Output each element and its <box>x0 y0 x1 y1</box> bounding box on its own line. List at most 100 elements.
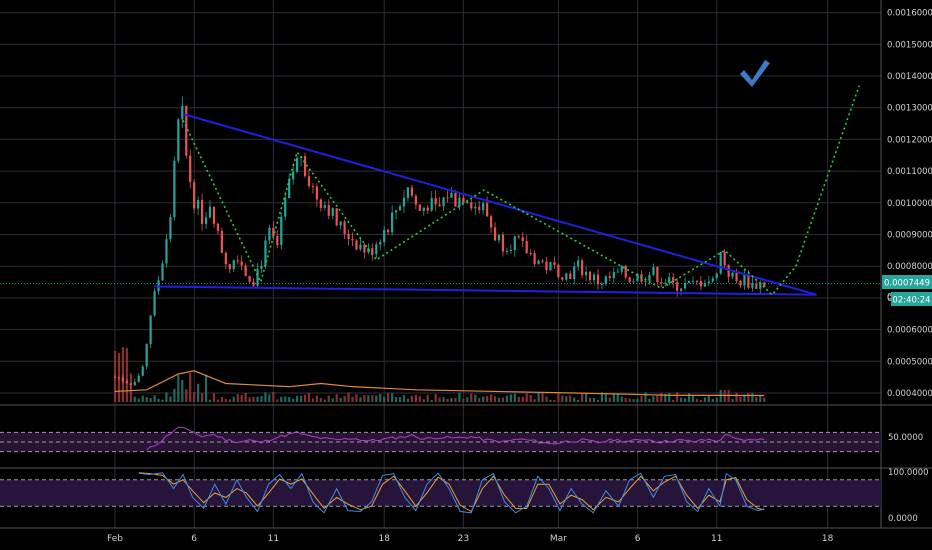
candle-body-5 <box>133 381 136 386</box>
volume-bar-149 <box>703 397 706 402</box>
candle-body-152 <box>715 273 718 279</box>
volume-bar-28 <box>224 398 227 402</box>
volume-bar-6 <box>137 398 140 402</box>
candle-body-18 <box>185 105 188 156</box>
x-tick-label-5: Mar <box>550 534 567 544</box>
volume-bar-56 <box>335 394 338 402</box>
candle-body-115 <box>569 273 572 280</box>
volume-bar-84 <box>446 398 449 402</box>
candle-body-116 <box>573 266 576 280</box>
candle-body-60 <box>351 239 354 241</box>
volume-bar-55 <box>331 398 334 402</box>
candle-body-144 <box>683 282 687 289</box>
candle-body-146 <box>691 280 695 282</box>
candle-body-155 <box>727 265 730 277</box>
candle-body-65 <box>371 248 374 255</box>
volume-bar-38 <box>264 392 267 402</box>
volume-bar-115 <box>569 395 572 402</box>
candle-body-34 <box>248 275 251 282</box>
volume-bar-36 <box>256 396 259 402</box>
volume-bar-108 <box>541 392 544 402</box>
y-tick-label-4: 0.0008000 <box>887 262 932 272</box>
candle-body-82 <box>438 204 441 207</box>
candle-body-113 <box>561 277 564 280</box>
checkmark-icon <box>740 60 770 87</box>
countdown-label: 02:40:24 <box>892 296 930 306</box>
candle-body-86 <box>454 192 457 207</box>
candle-body-4 <box>129 383 132 386</box>
y-tick-label-2: 0.0006000 <box>887 326 932 336</box>
volume-bar-25 <box>212 393 216 402</box>
candle-body-107 <box>537 260 540 265</box>
volume-bar-48 <box>303 394 307 402</box>
candle-body-52 <box>319 199 322 208</box>
candle-body-13 <box>165 239 168 264</box>
volume-bar-57 <box>339 397 342 402</box>
candle-body-39 <box>268 227 271 241</box>
candle-body-16 <box>177 119 180 161</box>
volume-bar-5 <box>133 396 136 402</box>
stoch-axis-bottom-label: 0.0000 <box>888 514 918 524</box>
volume-bar-116 <box>573 397 576 402</box>
volume-bar-151 <box>711 399 714 402</box>
candle-body-6 <box>137 375 140 382</box>
volume-bar-102 <box>517 396 520 402</box>
candle-body-150 <box>707 281 710 284</box>
resistance-trendline <box>182 113 817 296</box>
candle-body-128 <box>620 265 623 272</box>
candle-body-10 <box>153 291 156 316</box>
stochastic-pane <box>0 472 881 514</box>
candle-body-88 <box>462 197 465 203</box>
volume-bar-31 <box>236 394 239 402</box>
volume-bar-157 <box>735 392 738 402</box>
candle-body-1 <box>117 377 121 379</box>
volume-bar-40 <box>272 392 275 402</box>
volume-bar-2 <box>121 347 125 402</box>
candle-body-9 <box>149 315 152 345</box>
volume-bar-164 <box>763 397 766 402</box>
candle-body-78 <box>422 207 425 211</box>
volume-bar-44 <box>288 397 291 402</box>
candle-body-55 <box>331 208 334 216</box>
x-tick-label-4: 23 <box>458 534 469 544</box>
volume-bar-146 <box>691 395 695 402</box>
volume-bar-74 <box>406 398 410 402</box>
x-tick-label-1: 6 <box>191 534 197 544</box>
candle-body-23 <box>204 217 208 224</box>
volume-bar-141 <box>672 399 675 402</box>
rsi-line <box>146 426 765 451</box>
volume-bar-123 <box>600 392 604 402</box>
volume-bar-89 <box>466 397 469 402</box>
candle-body-7 <box>141 366 144 376</box>
candle-body-163 <box>759 282 762 289</box>
candle-body-112 <box>557 264 560 278</box>
stoch-band <box>0 479 881 507</box>
candle-body-121 <box>592 274 596 281</box>
volume-bar-92 <box>478 397 481 402</box>
y-tick-label-11: 0.0015000 <box>887 40 932 50</box>
volume-bar-10 <box>153 395 156 402</box>
volume-bar-120 <box>588 397 592 402</box>
candle-body-54 <box>327 205 330 216</box>
trendline-overlays[interactable] <box>154 85 861 296</box>
volume-bar-41 <box>276 399 279 402</box>
candle-body-109 <box>545 261 548 271</box>
candle-body-114 <box>565 273 568 280</box>
volume-bar-43 <box>284 396 287 402</box>
candle-body-48 <box>303 156 307 177</box>
time-axis[interactable]: Feb6111823Mar611182515:0 <box>107 534 932 544</box>
volume-bar-80 <box>430 399 433 402</box>
candle-body-68 <box>383 229 386 242</box>
volume-bar-94 <box>486 396 489 402</box>
volume-bar-39 <box>268 394 271 402</box>
candle-body-99 <box>505 250 509 252</box>
candle-body-41 <box>276 236 279 245</box>
candle-body-15 <box>173 160 176 218</box>
volume-bar-79 <box>426 394 429 402</box>
candle-body-143 <box>680 288 683 291</box>
volume-bar-12 <box>161 399 164 402</box>
candle-body-30 <box>232 260 235 270</box>
candle-body-123 <box>600 283 604 285</box>
candle-body-28 <box>224 252 227 265</box>
